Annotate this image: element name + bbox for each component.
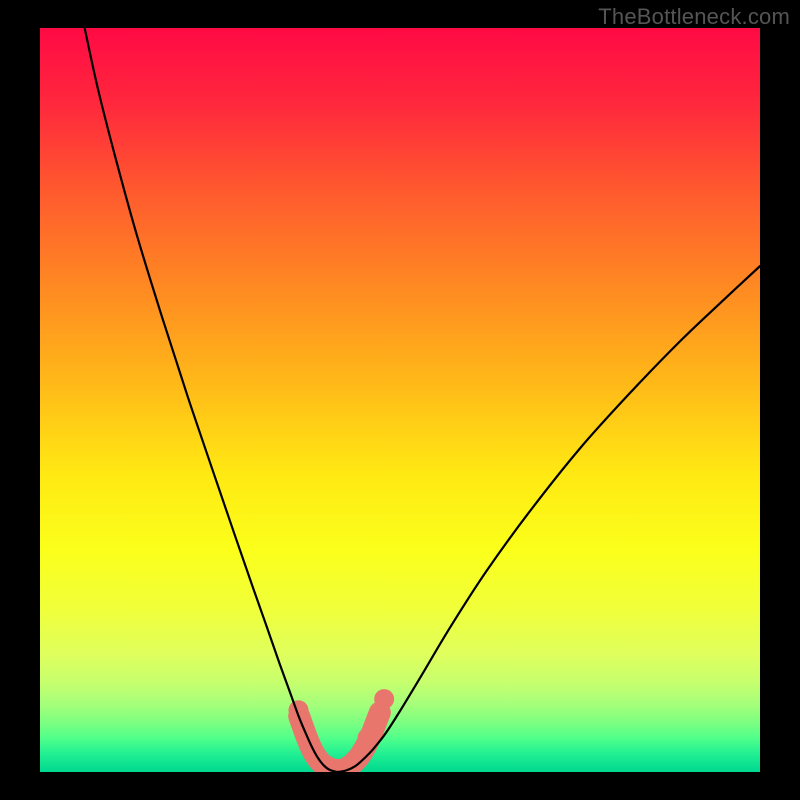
plot-background: [40, 28, 760, 772]
curve-marker-3: [374, 689, 394, 709]
watermark-text: TheBottleneck.com: [598, 4, 790, 30]
figure-root: TheBottleneck.com: [0, 0, 800, 800]
bottleneck-chart: [0, 0, 800, 800]
curve-marker-1: [358, 728, 378, 748]
curve-marker-2: [367, 708, 387, 728]
